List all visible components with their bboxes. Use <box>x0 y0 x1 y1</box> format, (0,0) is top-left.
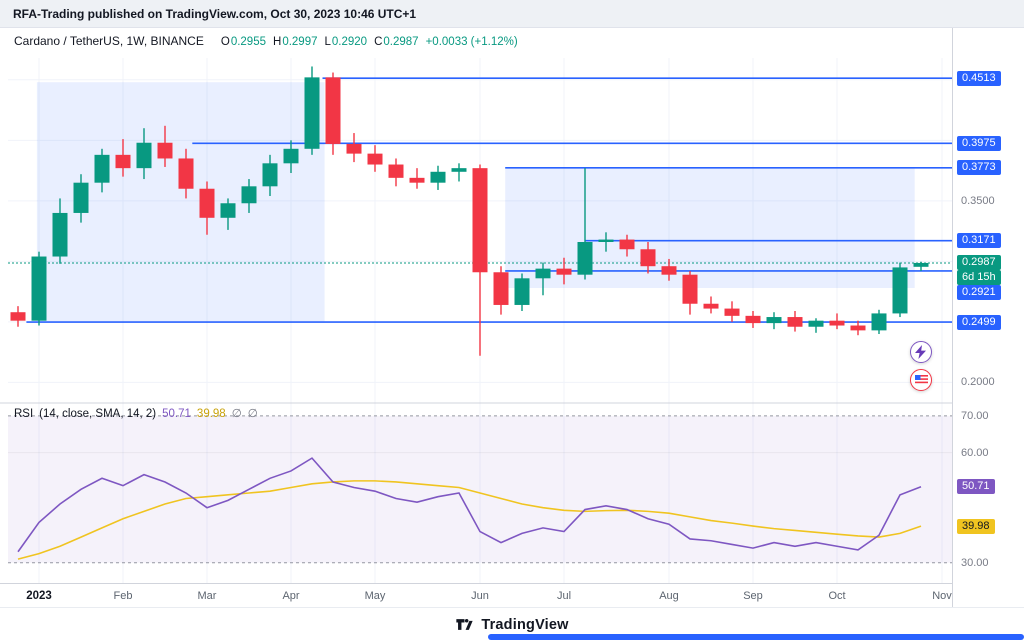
level-price-badge: 0.2921 <box>957 285 1001 301</box>
level-price-badge: 0.3171 <box>957 233 1001 249</box>
lightning-icon <box>915 345 926 359</box>
axis-label: 0.2000 <box>961 376 995 389</box>
bottom-accent-bar <box>488 634 1024 640</box>
ohlc-value: 0.2920 <box>331 36 368 48</box>
level-price-badge: 0.3773 <box>957 160 1001 176</box>
time-axis[interactable]: 2023 Feb Mar Apr May Jun Jul Aug Sep Oct Nov <box>0 583 952 608</box>
time-axis-label: Jul <box>556 590 572 602</box>
current-price-badge: 0.2987 <box>957 255 1001 271</box>
ohlc-values: O 0.2955 H 0.2997 L 0.2920 C 0.2987 +0.0033 (+1.… <box>214 36 518 48</box>
time-axis-label: Oct <box>828 590 846 602</box>
axis-label: 30.00 <box>961 556 989 569</box>
ohlc-value: 0.2987 <box>383 36 419 48</box>
level-price-badge: 0.3975 <box>957 135 1001 151</box>
axis-label: 0.3500 <box>961 194 995 207</box>
time-axis-label: May <box>364 590 386 602</box>
ohlc-label: H <box>273 36 282 48</box>
time-axis-label: Mar <box>197 590 217 602</box>
ohlc-value: 0.2955 <box>230 36 266 48</box>
time-axis-label: Nov <box>932 590 952 602</box>
ohlc-label: C <box>374 36 383 48</box>
change-value: +0.0033 (+1.12%) <box>425 36 518 48</box>
attribution-link[interactable]: RFA-Trading published on TradingView.com… <box>13 6 417 21</box>
symbol-header: Cardano / TetherUS, 1W, BINANCE O 0.2955 H… <box>14 34 518 48</box>
countdown-badge: 6d 15h <box>957 270 1001 286</box>
time-axis-label: Jun <box>471 590 489 602</box>
ohlc-label: O <box>220 36 230 48</box>
price-axis[interactable]: 0.3500 0.2000 70.00 60.00 30.00 0.4513 0.3975 0… <box>952 28 1024 607</box>
axis-label: 70.00 <box>961 409 989 422</box>
axis-label: 60.00 <box>961 446 989 459</box>
time-axis-label: Aug <box>659 590 679 602</box>
economic-event-flag-button[interactable] <box>910 369 932 391</box>
chart-canvas[interactable] <box>0 0 952 583</box>
rsi-indicator-title[interactable]: RSI <box>14 408 34 420</box>
time-axis-label: 2023 <box>26 590 52 602</box>
tradingview-brand-link[interactable]: TradingView <box>481 616 569 633</box>
time-axis-label: Sep <box>743 590 763 602</box>
rsi-value: 50.71 <box>162 408 191 420</box>
level-price-badge: 0.4513 <box>957 70 1001 86</box>
rsi-empty-marker: ∅ <box>231 408 242 420</box>
us-flag-icon <box>914 375 928 385</box>
time-axis-label: Feb <box>113 590 133 602</box>
rsi-indicator-header: RSI (14, close, SMA, 14, 2) 50.71 39.98 … <box>14 406 258 420</box>
time-axis-label: Apr <box>282 590 300 602</box>
rsi-indicator-params: (14, close, SMA, 14, 2) <box>39 408 157 420</box>
rsi-ma-value-badge: 39.98 <box>957 518 995 534</box>
rsi-ma-value: 39.98 <box>196 408 226 420</box>
attribution-bar: RFA-Trading published on TradingView.com… <box>0 0 1024 28</box>
rsi-value-badge: 50.71 <box>957 479 995 495</box>
ohlc-value: 0.2997 <box>282 36 318 48</box>
symbol-title[interactable]: Cardano / TetherUS, 1W, BINANCE <box>14 34 204 48</box>
rsi-empty-marker: ∅ <box>247 408 258 420</box>
level-price-badge: 0.2499 <box>957 314 1001 330</box>
lightning-marker-button[interactable] <box>910 341 932 363</box>
ohlc-label: L <box>324 36 331 48</box>
tradingview-logo-icon <box>456 619 473 630</box>
